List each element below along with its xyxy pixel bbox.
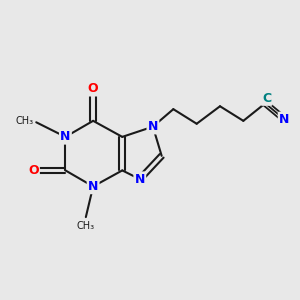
Text: C: C [262,92,271,105]
Text: O: O [88,82,98,95]
Text: N: N [60,130,70,143]
Text: N: N [148,120,158,133]
Text: CH₃: CH₃ [77,221,95,232]
Text: CH₃: CH₃ [15,116,33,126]
Text: N: N [88,180,98,193]
Text: N: N [135,173,145,186]
Text: N: N [279,113,290,126]
Text: O: O [28,164,39,177]
